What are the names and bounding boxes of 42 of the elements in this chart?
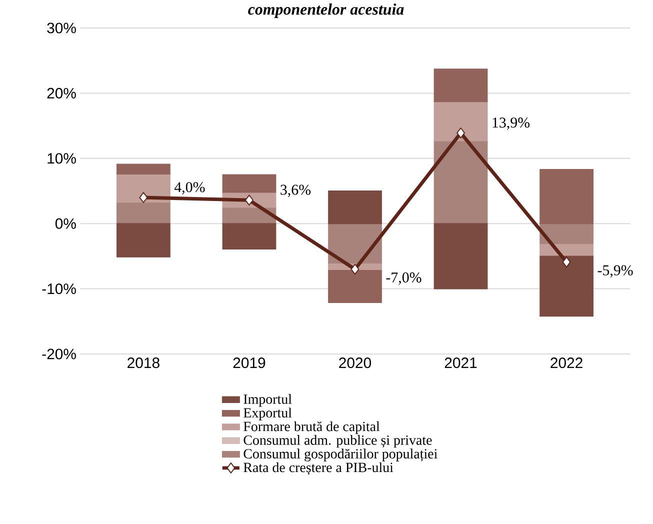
x-tick-label: 2021: [444, 358, 477, 368]
bar: [116, 174, 170, 203]
point: [456, 127, 466, 138]
legend-label: Formare brută de capital: [244, 421, 380, 434]
point: [562, 256, 571, 268]
x-tick-label: 2019: [233, 358, 266, 368]
data-label: -7,0%: [386, 272, 422, 285]
chart-title: componentelor acestuia: [248, 4, 404, 18]
bar: [540, 168, 594, 224]
bar: [434, 68, 488, 102]
point: [350, 264, 360, 275]
bar: [116, 223, 170, 258]
x-tick-label: 2022: [550, 358, 582, 368]
y-tick-label: -10%: [42, 284, 76, 294]
y-tick-label: 20%: [47, 88, 76, 98]
data-label: 13,9%: [492, 118, 530, 130]
legend-label: Exportul: [244, 408, 292, 420]
legend-label: Consumul adm. publice și private: [244, 435, 432, 448]
legend-label: Consumul gospodăriilor populației: [244, 448, 438, 462]
bar: [434, 223, 488, 290]
y-tick-label: 0%: [55, 218, 76, 229]
x-tick-label: 2018: [128, 358, 160, 368]
y-tick-label: 10%: [48, 153, 76, 164]
bar: [328, 190, 382, 224]
data-label: 3,6%: [280, 184, 311, 197]
bar: [540, 256, 594, 317]
bar: [116, 202, 170, 224]
y-tick-label: 30%: [47, 22, 76, 34]
bar: [116, 164, 170, 175]
bar: [434, 101, 488, 142]
bar: [222, 174, 276, 193]
x-tick-label: 2020: [339, 358, 372, 368]
legend-label: Importul: [244, 394, 292, 407]
bar: [222, 223, 276, 250]
point: [244, 194, 254, 206]
y-tick-label: -20%: [42, 348, 76, 360]
data-label: -5,9%: [598, 265, 633, 278]
point: [139, 192, 148, 203]
bar: [328, 270, 382, 303]
data-label: 4,0%: [174, 182, 205, 194]
bar: [434, 140, 488, 224]
legend-label: Rata de creștere a PIB-ului: [244, 462, 394, 476]
